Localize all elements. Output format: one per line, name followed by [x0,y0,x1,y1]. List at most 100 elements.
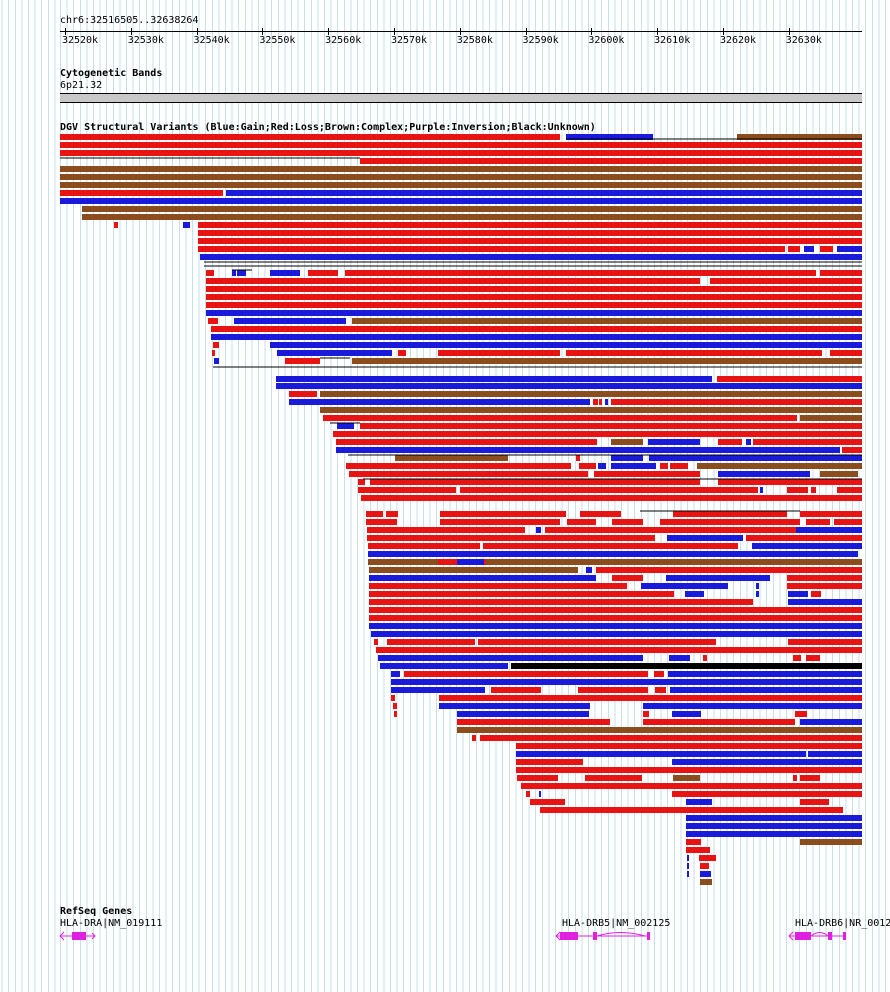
loss-variant[interactable] [566,350,822,356]
loss-variant[interactable] [834,519,862,525]
gain-variant[interactable] [756,591,759,597]
loss-variant[interactable] [440,519,560,525]
complex-variant[interactable] [673,775,700,781]
gain-variant[interactable] [337,423,354,429]
loss-variant[interactable] [788,639,862,645]
loss-variant[interactable] [361,495,862,501]
complex-variant[interactable] [320,407,862,413]
gain-variant[interactable] [391,687,485,693]
loss-variant[interactable] [438,350,560,356]
loss-variant[interactable] [358,479,365,485]
gain-variant[interactable] [669,655,690,661]
cytoband-ideogram[interactable] [60,93,862,103]
loss-variant[interactable] [516,767,862,773]
complex-variant[interactable] [369,567,578,573]
gain-variant[interactable] [686,815,862,821]
loss-variant[interactable] [699,855,716,861]
loss-variant[interactable] [360,423,862,429]
loss-variant[interactable] [336,439,597,445]
loss-variant[interactable] [710,278,862,284]
loss-variant[interactable] [213,342,219,348]
loss-variant[interactable] [842,447,862,453]
complex-variant[interactable] [320,391,862,397]
gain-variant[interactable] [226,190,862,196]
loss-variant[interactable] [787,583,862,589]
complex-variant[interactable] [457,727,862,733]
gain-variant[interactable] [687,855,689,861]
gain-variant[interactable] [808,751,862,757]
gain-variant[interactable] [667,535,743,541]
loss-variant[interactable] [349,471,588,477]
loss-variant[interactable] [793,655,801,661]
loss-variant[interactable] [367,535,655,541]
loss-variant[interactable] [391,695,395,701]
gain-variant[interactable] [648,439,700,445]
loss-variant[interactable] [393,703,397,709]
gain-variant[interactable] [516,751,806,757]
gene-exon[interactable] [647,932,650,940]
loss-variant[interactable] [369,583,627,589]
loss-variant[interactable] [198,246,785,252]
gain-variant[interactable] [183,222,190,228]
loss-variant[interactable] [368,543,480,549]
complex-variant[interactable] [60,174,862,180]
loss-variant[interactable] [60,150,862,156]
gain-variant[interactable] [232,270,236,276]
gain-variant[interactable] [672,711,701,717]
loss-variant[interactable] [753,439,862,445]
loss-variant[interactable] [579,463,596,469]
loss-variant[interactable] [517,775,558,781]
complex-variant[interactable] [737,134,862,140]
gain-variant[interactable] [752,543,862,549]
loss-variant[interactable] [643,719,795,725]
loss-variant[interactable] [643,711,649,717]
loss-variant[interactable] [370,479,700,485]
loss-variant[interactable] [811,591,821,597]
loss-variant[interactable] [346,463,571,469]
loss-variant[interactable] [585,775,642,781]
loss-variant[interactable] [567,519,596,525]
loss-variant[interactable] [830,350,862,356]
loss-variant[interactable] [655,687,666,693]
gain-variant[interactable] [605,399,608,405]
complex-variant[interactable] [82,206,862,212]
gain-variant[interactable] [457,711,589,717]
gain-variant[interactable] [457,559,484,565]
loss-variant[interactable] [820,270,862,276]
loss-variant[interactable] [60,134,560,140]
loss-variant[interactable] [198,230,862,236]
loss-variant[interactable] [398,350,406,356]
gain-variant[interactable] [756,583,759,589]
loss-variant[interactable] [611,399,862,405]
loss-variant[interactable] [345,270,816,276]
loss-variant[interactable] [806,655,820,661]
complex-variant[interactable] [368,559,438,565]
gene-label-hla-dra[interactable]: HLA-DRA|NM_019111 [60,918,163,929]
loss-variant[interactable] [545,527,800,533]
loss-variant[interactable] [206,294,862,300]
complex-variant[interactable] [352,318,862,324]
gain-variant[interactable] [369,575,596,581]
gain-variant[interactable] [800,719,862,725]
loss-variant[interactable] [718,439,742,445]
gain-variant[interactable] [237,270,246,276]
loss-variant[interactable] [718,479,862,485]
loss-variant[interactable] [472,735,476,741]
loss-variant[interactable] [60,142,862,148]
gain-variant[interactable] [200,254,862,260]
gene-exon[interactable] [795,932,811,940]
gain-variant[interactable] [718,471,810,477]
gain-variant[interactable] [439,703,590,709]
complex-variant[interactable] [352,358,862,364]
gene-exon[interactable] [593,932,597,940]
loss-variant[interactable] [800,799,829,805]
strand-arrow-icon[interactable] [59,931,96,941]
gene-exon[interactable] [72,932,86,940]
loss-variant[interactable] [285,358,320,364]
gain-variant[interactable] [277,350,392,356]
gain-variant[interactable] [668,671,862,677]
complex-variant[interactable] [700,879,712,885]
gain-variant[interactable] [643,703,862,709]
loss-variant[interactable] [366,511,383,517]
